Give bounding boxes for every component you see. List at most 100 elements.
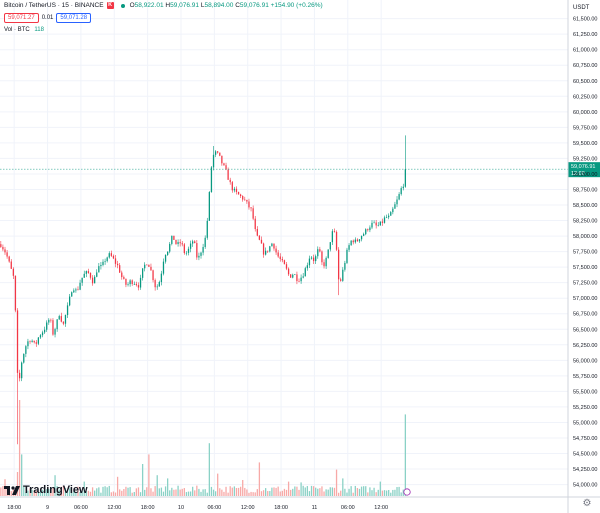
candle: [106, 256, 108, 263]
volume-bar: [158, 488, 160, 496]
candle-body: [235, 188, 238, 192]
candle: [2, 244, 4, 252]
candle: [162, 258, 165, 276]
candle-body: [194, 241, 196, 244]
candle: [373, 220, 375, 224]
candle: [148, 264, 150, 267]
candle-body: [208, 192, 210, 221]
candle: [312, 254, 315, 265]
y-tick-label: 55,750.00: [573, 374, 597, 380]
volume-bar: [363, 486, 365, 496]
candle: [160, 270, 163, 286]
candle-body: [321, 251, 323, 263]
candle-body: [223, 163, 225, 166]
candle-body: [388, 215, 390, 218]
volume-bar: [41, 489, 44, 496]
candle-body: [390, 212, 392, 216]
candle: [194, 240, 196, 244]
tradingview-logo[interactable]: TradingView: [4, 484, 88, 496]
volume-bar: [250, 491, 252, 496]
y-tick-label: 57,250.00: [573, 281, 597, 287]
candle-body: [290, 274, 292, 278]
candle: [212, 145, 215, 171]
candle-body: [146, 264, 148, 266]
candle: [183, 242, 185, 255]
candle: [127, 282, 129, 287]
candle-body: [79, 282, 81, 290]
grid-lines: [0, 0, 568, 497]
candle-body: [183, 244, 185, 254]
buy-button[interactable]: 59,071.28: [56, 13, 92, 23]
trade-row: 59,071.27 0.01 59,071.28: [4, 13, 92, 23]
volume-bar: [346, 492, 348, 496]
candle-body: [131, 280, 133, 285]
candle: [175, 239, 177, 245]
candle: [227, 167, 229, 180]
candle-body: [73, 290, 75, 293]
candle-body: [192, 241, 194, 244]
volume-bar: [392, 489, 394, 496]
candle-body: [94, 276, 96, 284]
symbol-title[interactable]: Bitcoin / TetherUS · 15 · BINANCE: [4, 2, 104, 9]
volume-bar: [310, 485, 313, 496]
candle: [68, 293, 71, 307]
candle: [114, 255, 117, 268]
candle-body: [340, 279, 342, 281]
candle: [279, 253, 281, 262]
candle: [244, 196, 246, 201]
candle: [8, 255, 10, 263]
volume-value: 118: [34, 27, 44, 33]
volume-bar: [127, 487, 129, 496]
volume-bar: [402, 489, 404, 496]
candle-body: [360, 235, 363, 240]
candle-body: [319, 249, 321, 252]
candle: [43, 326, 46, 334]
volume-bar: [0, 487, 2, 496]
x-tick-label: 12:00: [374, 505, 388, 511]
candle: [267, 250, 269, 254]
y-tick-label: 54,000.00: [573, 483, 597, 489]
candle-body: [175, 239, 177, 245]
volume-bar: [333, 487, 336, 496]
candle-body: [331, 231, 334, 243]
volume-bar: [85, 491, 87, 496]
candle-body: [108, 253, 110, 258]
volume-bar: [21, 454, 23, 496]
candle: [281, 256, 283, 263]
candle-body: [212, 154, 215, 168]
gear-icon[interactable]: ⚙: [582, 498, 592, 509]
candle: [167, 251, 169, 256]
y-tick-label: 58,000.00: [573, 234, 597, 240]
candle: [256, 226, 258, 237]
candle: [94, 275, 96, 284]
candle-body: [285, 264, 288, 269]
candle-body: [148, 264, 150, 267]
volume-bar: [119, 489, 121, 496]
candle-body: [25, 346, 27, 354]
volume-bar: [323, 491, 325, 496]
volume-bar: [254, 492, 256, 496]
volume-bar: [379, 481, 381, 496]
candle-body: [2, 246, 4, 250]
x-tick-label: 10: [178, 505, 184, 511]
candle: [300, 274, 302, 284]
candle: [116, 260, 119, 269]
candle: [96, 269, 98, 278]
candle-body: [179, 242, 181, 244]
x-tick-label: 9: [46, 505, 49, 511]
candle-body: [246, 199, 248, 202]
candle-body: [325, 257, 327, 267]
candle: [392, 206, 394, 215]
candle-body: [85, 271, 87, 274]
sell-button[interactable]: 59,071.27: [4, 13, 39, 23]
candle-body: [152, 270, 154, 281]
candle: [333, 228, 336, 233]
volume-bar: [71, 492, 73, 496]
candle: [12, 267, 14, 279]
volume-bar: [46, 489, 48, 496]
candle-body: [100, 264, 102, 267]
volume-bar: [116, 476, 119, 496]
candle: [354, 237, 356, 244]
